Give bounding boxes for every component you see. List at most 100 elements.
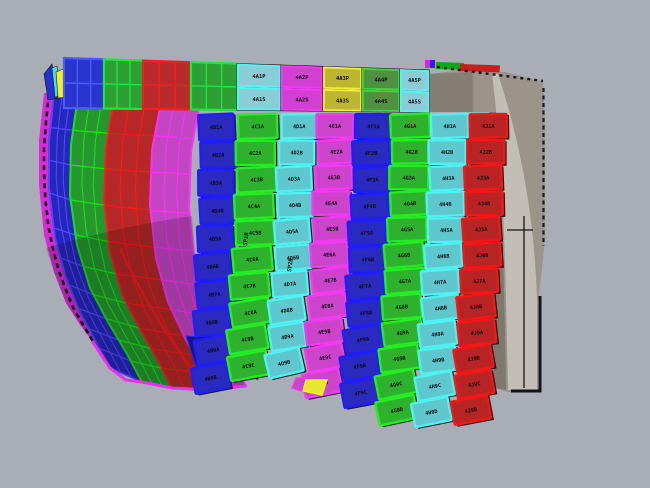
plate-label: 4G9A bbox=[396, 330, 410, 338]
hull-plate[interactable] bbox=[225, 322, 270, 356]
hull-plate[interactable] bbox=[230, 244, 274, 275]
plate-column-strake-1[interactable]: 4B1A 4B2A 4B3A 4B4B 4B5A 4B6B 4B7A 4B8B 4B9A 4B9B bbox=[189, 112, 239, 396]
plate-label: 4F7A bbox=[359, 283, 373, 290]
hull-plate[interactable] bbox=[455, 291, 497, 322]
plate-label: 4H2B bbox=[441, 150, 454, 156]
plate-label: 4G9D bbox=[390, 407, 403, 415]
plate-label: 4G8B bbox=[395, 304, 408, 311]
hull-plate[interactable] bbox=[263, 346, 305, 380]
hull-plate[interactable] bbox=[274, 164, 314, 193]
hull-plate[interactable] bbox=[458, 267, 500, 295]
plate-label: 4A5P bbox=[408, 78, 422, 84]
top-plate-grid[interactable] bbox=[141, 59, 193, 111]
plate-column-strake-5[interactable]: 4F1A 4F2B 4F3A 4F4B 4F5A 4F6B 4F7A 4F8B 4F9A 4F9B… bbox=[338, 112, 395, 410]
plate-label: 4A3S bbox=[336, 98, 349, 104]
bottom-detail-plates bbox=[291, 377, 328, 396]
plate-label: 4E4A bbox=[325, 201, 338, 207]
stern-dark-panel bbox=[430, 72, 473, 112]
hull-plate[interactable] bbox=[272, 216, 312, 246]
plate-label: 4J2B bbox=[479, 150, 492, 156]
hull-plate[interactable] bbox=[227, 270, 272, 301]
plate-column-strake-8[interactable]: 4J1A 4J2B 4J3A 4J4B 4J5A 4J6B 4J7A 4J8B 4J9A 4J9B… bbox=[449, 112, 510, 427]
hull-plate[interactable] bbox=[232, 192, 276, 221]
hull-plate[interactable] bbox=[462, 164, 504, 192]
hull-shell-strakes[interactable] bbox=[39, 59, 248, 392]
plate-label: 4F1A bbox=[367, 124, 380, 130]
hull-plate[interactable] bbox=[344, 271, 386, 302]
hull-plate[interactable] bbox=[449, 394, 493, 427]
hull-plate[interactable] bbox=[465, 138, 506, 165]
hull-plate[interactable] bbox=[236, 112, 279, 141]
hull-plate[interactable] bbox=[385, 215, 429, 243]
hull-plate[interactable] bbox=[464, 190, 505, 217]
plate-column-strake-7[interactable]: 4H1A 4H2B 4H3A 4H4B 4H5A 4H6B 4H7A 4H8B 4H9A 4H9B… bbox=[409, 112, 471, 429]
hull-plate[interactable] bbox=[341, 323, 385, 356]
hull-plate[interactable] bbox=[350, 139, 392, 167]
plate-label: 4B2A bbox=[212, 153, 226, 159]
top-plate-labeled[interactable]: 4A2P 4A2S bbox=[280, 64, 324, 112]
hull-plate[interactable] bbox=[338, 349, 382, 383]
hull-plate[interactable] bbox=[277, 139, 316, 166]
plate-label: 4C4A bbox=[248, 204, 262, 211]
hull-plate[interactable] bbox=[309, 240, 350, 269]
hull-plate[interactable] bbox=[189, 361, 232, 395]
hull-plate[interactable] bbox=[427, 138, 467, 166]
hull-plate[interactable] bbox=[197, 112, 236, 142]
seam-annotation: SP1B bbox=[243, 232, 250, 247]
top-plate-labeled[interactable]: 4A3P 4A3S bbox=[322, 66, 363, 113]
seam-annotation: SP2B bbox=[287, 257, 295, 272]
hull-plate[interactable] bbox=[311, 189, 351, 217]
top-plate-labeled[interactable]: 4A4P 4A4S bbox=[361, 67, 401, 113]
hull-plate[interactable] bbox=[197, 168, 235, 197]
hull-plate[interactable] bbox=[425, 190, 466, 218]
hull-plate[interactable] bbox=[461, 241, 503, 270]
hull-plate[interactable] bbox=[346, 218, 388, 248]
hull-plate[interactable] bbox=[191, 306, 232, 338]
top-plate-labeled[interactable]: 4A5P 4A5S bbox=[399, 68, 430, 113]
hull-plate[interactable] bbox=[468, 112, 509, 140]
hull-plate[interactable] bbox=[413, 369, 457, 403]
hull-plate[interactable] bbox=[452, 342, 495, 375]
hull-plate[interactable] bbox=[195, 223, 235, 254]
labeled-plate-columns[interactable]: 4B1A 4B2A 4B3A 4B4B 4B5A 4B6B 4B7A 4B8B 4B9A 4B9B… bbox=[189, 112, 510, 429]
plate-label: 4A2S bbox=[296, 98, 309, 104]
plate-label: 4J9A bbox=[470, 330, 484, 337]
top-plate-grid[interactable] bbox=[102, 58, 145, 111]
top-plate-grid[interactable] bbox=[189, 61, 239, 112]
hull-plate[interactable] bbox=[429, 112, 470, 140]
top-plate-labeled[interactable]: 4A1P 4A1S bbox=[236, 63, 282, 112]
plate-label: 4F9C bbox=[354, 390, 367, 398]
plate-label: 4B7A bbox=[208, 292, 222, 299]
hull-plate[interactable] bbox=[266, 294, 307, 326]
edge-dashes bbox=[42, 93, 99, 350]
hull-plate[interactable] bbox=[416, 318, 459, 350]
hull-plate[interactable] bbox=[419, 267, 461, 297]
plate-label: 4E9B bbox=[318, 329, 331, 336]
plate-column-strake-6[interactable]: 4G1A 4G2B 4G3A 4G4B 4G5A 4G6B 4G7A 4G8B 4G9A 4G9B… bbox=[373, 112, 434, 428]
hull-plate[interactable] bbox=[313, 163, 354, 191]
plate-label: 4D9A bbox=[281, 333, 295, 341]
hull-plate[interactable] bbox=[460, 215, 502, 244]
plate-column-strake-2[interactable]: 4C1A 4C2A 4C3B 4C4A 4C5B 4C6A 4C7B 4C8A 4C9B 4C9C bbox=[225, 112, 281, 383]
hull-plate[interactable] bbox=[422, 241, 464, 271]
hull-plate[interactable] bbox=[452, 368, 496, 401]
plate-column-strake-3[interactable]: 4D1A 4D2B 4D3A 4D4B 4D5A 4D6B 4D7A 4D8B 4D9A 4D9B bbox=[263, 112, 320, 381]
plate-label: 4G9B bbox=[393, 356, 406, 364]
top-plate-band[interactable]: 4A1P 4A1S 4A2P 4A2S 4A3P 4A3S 4A4P 4A4S 4A5P 4A5S bbox=[62, 56, 430, 113]
hull-plate[interactable] bbox=[349, 191, 391, 221]
hull-plate[interactable] bbox=[234, 139, 277, 167]
hull-plate[interactable] bbox=[315, 112, 355, 139]
hull-plate[interactable] bbox=[455, 317, 498, 348]
hull-plate[interactable] bbox=[388, 112, 432, 140]
hull-plate[interactable] bbox=[270, 269, 310, 299]
plate-label: 4G6B bbox=[398, 253, 411, 260]
hull-plate[interactable] bbox=[303, 341, 347, 374]
plate-label: 4C8A bbox=[244, 309, 258, 317]
top-plate-grid[interactable] bbox=[62, 56, 106, 110]
plate-label: 4J6B bbox=[476, 253, 489, 260]
hull-plate[interactable] bbox=[409, 395, 453, 429]
plate-label: 4E8A bbox=[321, 303, 335, 310]
hull-plate[interactable] bbox=[388, 164, 430, 191]
hull-plate[interactable] bbox=[192, 250, 233, 283]
